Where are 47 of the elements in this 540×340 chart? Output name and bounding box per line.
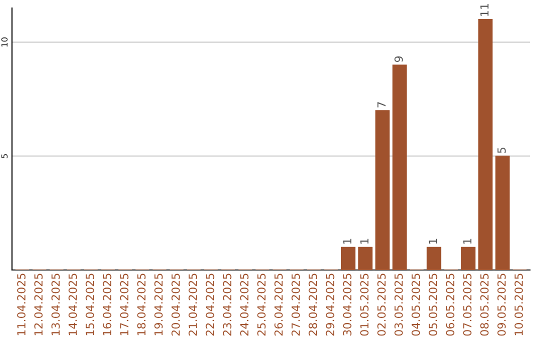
- x-tick-label: 06.05.2025: [446, 274, 454, 336]
- bar: [392, 64, 407, 270]
- x-tick-label: 08.05.2025: [480, 274, 489, 336]
- x-tick-label: 02.05.2025: [377, 274, 386, 336]
- x-tick-label: 23.04.2025: [222, 274, 232, 336]
- data-label: 5: [498, 148, 506, 153]
- x-tick-label: 27.04.2025: [292, 274, 300, 336]
- data-label: 11: [480, 4, 488, 16]
- x-tick-label: 30.04.2025: [343, 274, 352, 336]
- x-tick-label: 13.04.2025: [51, 274, 60, 336]
- x-tick-label: 19.04.2025: [154, 274, 163, 336]
- data-label: 9: [394, 56, 403, 62]
- x-tick-label: 12.04.2025: [34, 274, 43, 336]
- bar: [495, 156, 510, 270]
- bar: [461, 246, 476, 270]
- bar: [478, 19, 493, 270]
- x-tick-label: 15.04.2025: [86, 274, 94, 336]
- data-label: 1: [463, 238, 472, 244]
- x-tick-label: 29.04.2025: [326, 274, 334, 336]
- bar: [340, 246, 356, 270]
- bar: [358, 246, 373, 270]
- data-label: 1: [428, 238, 438, 244]
- data-label: 7: [377, 102, 386, 108]
- x-tick-label: 18.04.2025: [137, 274, 146, 336]
- x-tick-label: 16.04.2025: [102, 274, 112, 336]
- x-tick-label: 09.05.2025: [497, 274, 506, 336]
- x-tick-label: 22.04.2025: [206, 274, 214, 336]
- x-tick-label: 26.04.2025: [274, 274, 283, 336]
- x-tick-label: 10.05.2025: [514, 274, 523, 336]
- x-tick-label: 21.04.2025: [188, 274, 198, 336]
- x-tick-label: 05.05.2025: [428, 274, 438, 336]
- y-tick-label: 10: [1, 37, 8, 47]
- x-tick-label: 17.04.2025: [120, 274, 128, 336]
- x-tick-label: 20.04.2025: [171, 274, 180, 336]
- x-tick-label: 11.04.2025: [17, 274, 26, 336]
- bar: [426, 246, 442, 270]
- x-tick-label: 03.05.2025: [394, 274, 403, 336]
- x-tick-label: 24.04.2025: [240, 274, 248, 336]
- x-tick-label: 07.05.2025: [463, 274, 472, 336]
- data-label: 1: [360, 238, 368, 244]
- x-tick-label: 25.04.2025: [257, 274, 266, 336]
- bar: [375, 110, 390, 270]
- x-tick-label: 01.05.2025: [360, 274, 369, 336]
- x-tick-label: 04.05.2025: [412, 274, 420, 336]
- data-label: 1: [343, 238, 352, 244]
- x-tick-label: 28.04.2025: [308, 274, 318, 336]
- x-tick-label: 14.04.2025: [68, 274, 77, 336]
